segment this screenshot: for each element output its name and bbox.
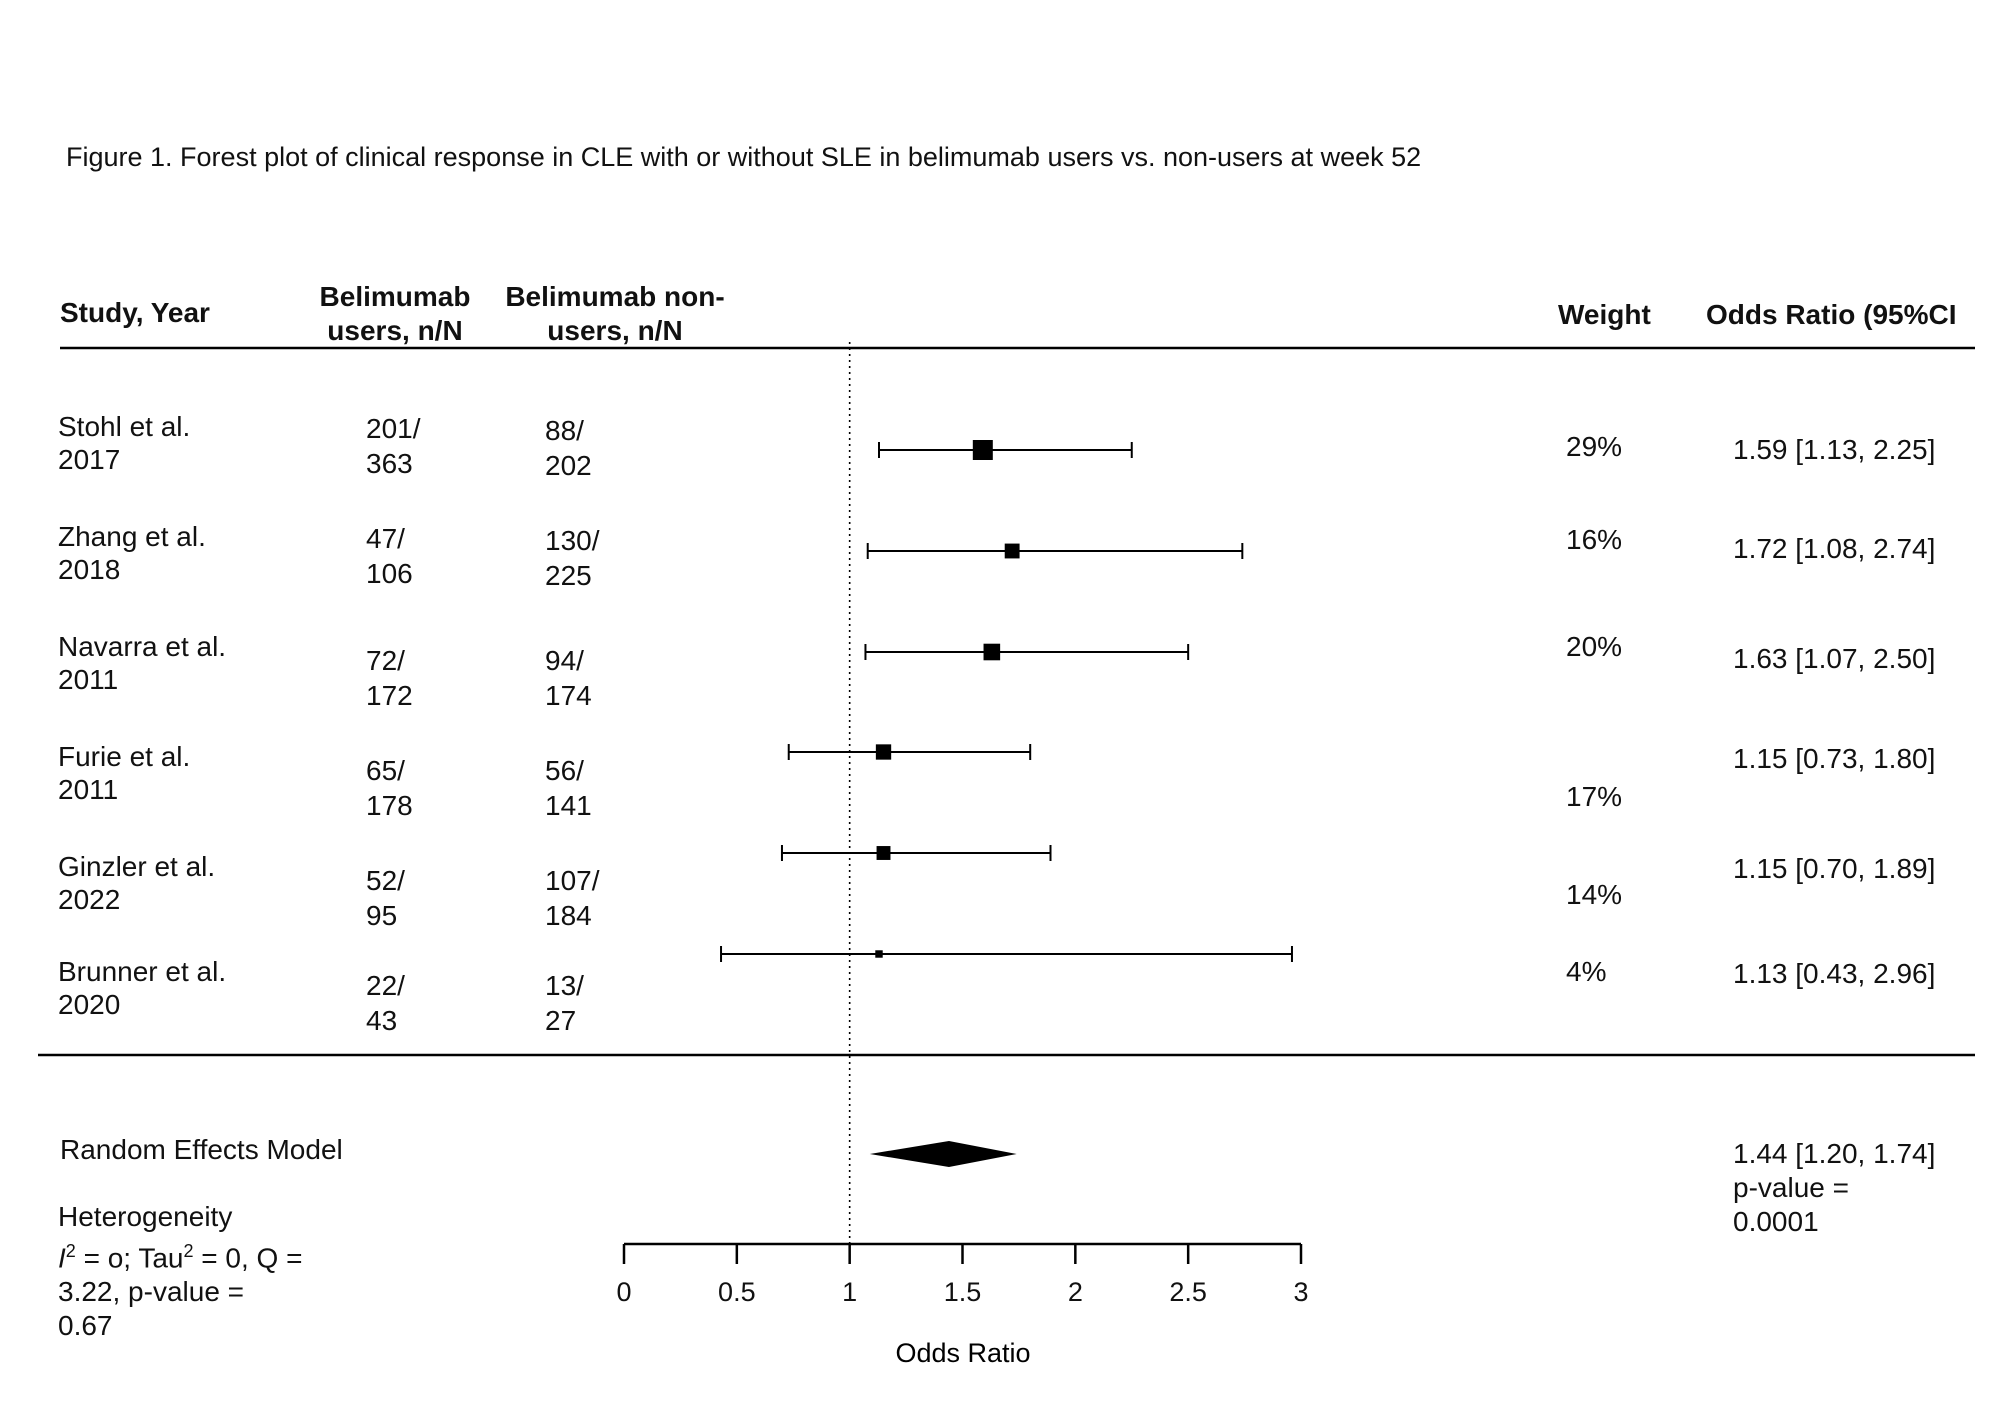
point-estimate [875,950,883,958]
heterogeneity-I: I [58,1242,66,1274]
heterogeneity-sup-2: 2 [183,1241,194,1261]
users-events: 201/ [366,413,421,444]
nonusers-events: 130/ [545,525,600,556]
header-odds-ratio: Odds Ratio (95%CI [1706,299,1957,330]
heterogeneity-label: Heterogeneity [58,1201,233,1232]
heterogeneity-block: Heterogeneity I2 = o; Tau2 = 0, Q = 3.22… [58,1200,302,1343]
nonusers-events: 56/ [545,755,584,786]
heterogeneity-sup-1: 2 [65,1241,76,1261]
study-year: 2011 [58,774,119,805]
users-events: 65/ [366,755,405,786]
nonusers-events: 94/ [545,645,584,676]
users-total: 172 [366,680,413,711]
x-tick-label: 0.5 [718,1277,756,1307]
header-users-line2: users, n/N [327,315,463,346]
study-weight: 14% [1566,879,1623,910]
study-year: 2022 [58,884,121,915]
header-nonusers: Belimumab non- users, n/N [500,280,730,348]
summary-or-line3: 0.0001 [1733,1206,1819,1237]
header-study: Study, Year [60,297,210,328]
study-or-ci: 1.59 [1.13, 2.25] [1733,434,1936,465]
users-total: 363 [366,448,413,479]
users-total: 178 [366,790,413,821]
nonusers-total: 225 [545,560,592,591]
users-events: 47/ [366,523,405,554]
heterogeneity-line3: 3.22, p-value = [58,1276,245,1308]
users-total: 95 [366,900,398,931]
x-tick-label: 2.5 [1169,1277,1207,1307]
x-tick-label: 3 [1293,1277,1308,1307]
users-events: 72/ [366,645,405,676]
study-weight: 29% [1566,431,1623,462]
header-users-line1: Belimumab [319,281,471,312]
nonusers-total: 141 [545,790,592,821]
point-estimate [875,744,892,760]
x-tick-label: 0 [616,1277,631,1307]
study-weight: 20% [1566,631,1623,662]
point-estimate [983,643,1001,661]
study-name: Furie et al. [58,741,191,772]
users-events: 52/ [366,865,405,896]
users-events: 22/ [366,970,405,1001]
study-name: Navarra et al. [58,631,227,662]
study-name: Zhang et al. [58,521,206,552]
heterogeneity-stats-a: = o; Tau [75,1242,184,1274]
x-tick-label: 1.5 [944,1277,982,1307]
nonusers-events: 88/ [545,415,584,446]
study-name: Ginzler et al. [58,851,216,882]
summary-label: Random Effects Model [60,1134,343,1165]
study-weight: 16% [1566,524,1623,555]
point-estimate [876,846,891,860]
header-nonusers-line1: Belimumab non- [505,281,725,312]
point-estimate [1004,543,1020,559]
study-weight: 17% [1566,781,1623,812]
users-total: 43 [366,1005,398,1036]
nonusers-total: 174 [545,680,592,711]
figure-title: Figure 1. Forest plot of clinical respon… [66,142,1422,172]
users-total: 106 [366,558,413,589]
summary-or-line2: p-value = [1733,1172,1849,1203]
nonusers-total: 27 [545,1005,577,1036]
nonusers-total: 202 [545,450,592,481]
pooled-diamond [869,1141,1017,1167]
study-or-ci: 1.63 [1.07, 2.50] [1733,643,1936,674]
header-nonusers-line2: users, n/N [547,315,683,346]
summary-or-line1: 1.44 [1.20, 1.74] [1733,1138,1936,1169]
x-tick-label: 2 [1068,1277,1083,1307]
study-name: Brunner et al. [58,956,227,987]
study-year: 2020 [58,989,121,1020]
study-or-ci: 1.13 [0.43, 2.96] [1733,958,1936,989]
summary-or-block: 1.44 [1.20, 1.74] p-value = 0.0001 [1733,1137,1935,1239]
study-year: 2018 [58,554,121,585]
nonusers-events: 107/ [545,865,600,896]
nonusers-events: 13/ [545,970,584,1001]
heterogeneity-stats: I2 = o; Tau2 = 0, Q = [58,1234,302,1275]
header-weight: Weight [1558,299,1651,330]
study-weight: 4% [1566,956,1607,987]
study-year: 2011 [58,664,119,695]
x-tick-label: 1 [842,1277,857,1307]
nonusers-total: 184 [545,900,592,931]
study-or-ci: 1.15 [0.73, 1.80] [1733,743,1936,774]
header-users: Belimumab users, n/N [300,280,490,348]
study-year: 2017 [58,444,121,475]
study-or-ci: 1.72 [1.08, 2.74] [1733,533,1936,564]
study-name: Stohl et al. [58,411,191,442]
x-axis-label: Odds Ratio [895,1338,1030,1368]
heterogeneity-stats-b: = 0, Q = [193,1242,303,1274]
study-or-ci: 1.15 [0.70, 1.89] [1733,853,1936,884]
heterogeneity-line4: 0.67 [58,1310,113,1342]
point-estimate [972,440,993,460]
